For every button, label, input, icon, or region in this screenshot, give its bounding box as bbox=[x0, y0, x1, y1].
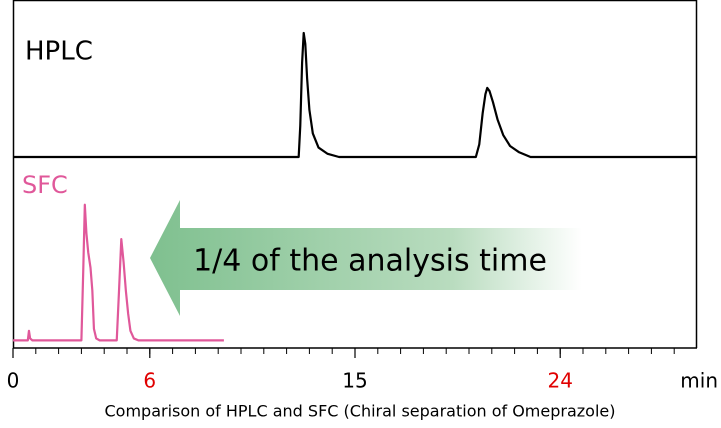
x-tick-label: 0 bbox=[7, 369, 20, 393]
x-tick-label: 6 bbox=[143, 369, 156, 393]
panel-label: SFC bbox=[22, 171, 68, 199]
caption: Comparison of HPLC and SFC (Chiral separ… bbox=[104, 402, 615, 421]
arrow bbox=[150, 200, 582, 316]
panel-label: HPLC bbox=[25, 37, 93, 67]
annotation: 1/4 of the analysis time bbox=[193, 244, 547, 279]
x-tick-label: 15 bbox=[342, 369, 367, 393]
trace bbox=[13, 31, 697, 159]
x-axis-label: min bbox=[680, 369, 718, 393]
trace bbox=[13, 203, 224, 342]
x-tick-label: 24 bbox=[547, 369, 572, 393]
